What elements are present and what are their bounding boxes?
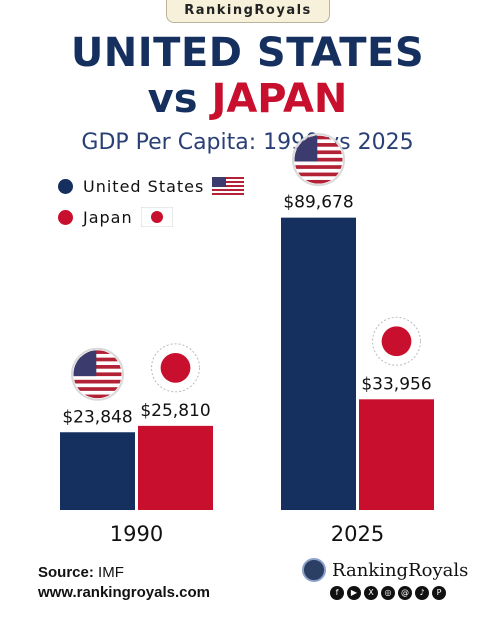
- legend-dot-japan: [58, 209, 73, 225]
- footer-logo: RankingRoyals: [302, 558, 468, 582]
- japan-flag-icon-1990: [151, 343, 200, 393]
- subtitle: GDP Per Capita: 1990 vs 2025: [81, 130, 414, 155]
- instagram-icon[interactable]: ◎: [381, 586, 395, 600]
- logo-text: RankingRoyals: [332, 559, 469, 581]
- bar-us-1990: [60, 432, 135, 510]
- facebook-icon[interactable]: f: [330, 586, 344, 600]
- us-flag-icon: [212, 177, 245, 195]
- title-vs: vs: [147, 76, 198, 122]
- social-icons: f ▶ X ◎ @ ♪ P: [330, 586, 449, 600]
- logo-mark-icon: [302, 558, 326, 582]
- threads-icon[interactable]: @: [398, 586, 412, 600]
- data-label-japan-1990: $25,810: [140, 401, 210, 421]
- source-line: Source: IMF: [38, 564, 124, 581]
- source-label: Source:: [38, 564, 94, 581]
- bar-japan-1990: [138, 425, 213, 510]
- legend-item-japan: Japan: [58, 205, 173, 229]
- japan-flag-icon-2025: [372, 316, 421, 366]
- data-label-us-1990: $23,848: [62, 407, 132, 427]
- title-line1: UNITED STATES: [70, 30, 425, 76]
- category-label-1990: 1990: [110, 522, 163, 546]
- category-label-2025: 2025: [331, 522, 384, 546]
- legend-item-us: United States: [58, 174, 245, 198]
- x-icon[interactable]: X: [364, 586, 378, 600]
- youtube-icon[interactable]: ▶: [347, 586, 361, 600]
- website-link[interactable]: www.rankingroyals.com: [38, 584, 210, 601]
- us-flag-icon-2025: [292, 133, 345, 187]
- title-line2: vs JAPAN: [0, 76, 495, 122]
- brand-badge: RankingRoyals: [166, 0, 330, 23]
- us-flag-icon-1990: [71, 347, 124, 401]
- pinterest-icon[interactable]: P: [432, 586, 446, 600]
- tiktok-icon[interactable]: ♪: [415, 586, 429, 600]
- legend-label-us: United States: [83, 176, 205, 196]
- title-country2: JAPAN: [211, 76, 348, 122]
- legend-label-japan: Japan: [83, 207, 133, 227]
- bar-japan-2025: [359, 399, 434, 510]
- source-value: IMF: [93, 564, 124, 581]
- japan-flag-icon: [140, 207, 173, 227]
- data-label-japan-2025: $33,956: [361, 374, 431, 394]
- data-label-us-2025: $89,678: [283, 193, 353, 213]
- legend-dot-us: [58, 178, 73, 194]
- bar-us-2025: [281, 217, 356, 510]
